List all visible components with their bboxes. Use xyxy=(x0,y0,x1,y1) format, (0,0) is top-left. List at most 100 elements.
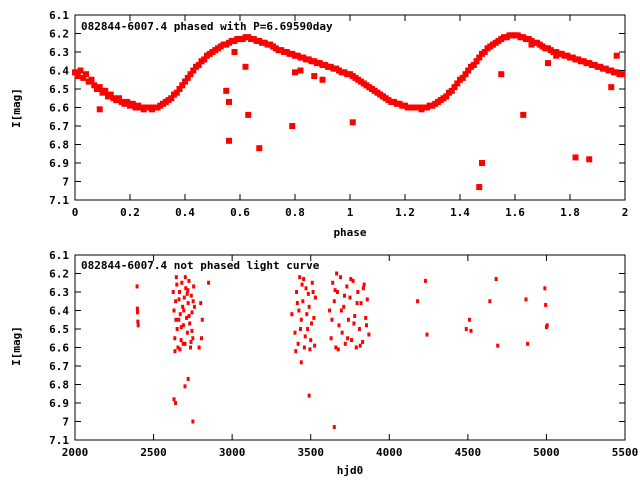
data-point xyxy=(464,327,468,331)
data-point xyxy=(136,323,140,328)
data-point xyxy=(342,304,346,309)
data-point xyxy=(346,336,350,341)
data-point xyxy=(361,339,365,344)
x-tick-label: 3500 xyxy=(297,446,324,459)
x-tick-label: 0.4 xyxy=(175,206,195,219)
data-point xyxy=(335,271,339,276)
y-tick-label: 6.8 xyxy=(49,139,69,152)
data-point xyxy=(494,277,498,282)
data-point xyxy=(351,278,355,283)
data-point xyxy=(129,100,136,107)
x-tick-label: 0 xyxy=(72,206,79,219)
data-point xyxy=(102,87,109,94)
data-point xyxy=(91,82,98,89)
data-point xyxy=(297,308,301,313)
data-point xyxy=(242,63,249,70)
data-point xyxy=(330,317,334,322)
data-point xyxy=(116,95,122,102)
plot-frame xyxy=(74,254,626,441)
x-tick-label: 1.2 xyxy=(395,206,415,219)
data-point xyxy=(175,327,179,331)
data-point xyxy=(307,304,311,309)
data-point xyxy=(290,312,294,317)
data-point xyxy=(295,290,299,294)
unphased-light-curve-panel: 082844-6007.4 not phased light curve hjd… xyxy=(10,249,638,477)
data-point xyxy=(207,280,211,285)
data-point xyxy=(256,145,263,152)
data-point xyxy=(179,338,183,343)
data-point xyxy=(182,78,188,85)
data-point xyxy=(186,288,190,293)
data-point xyxy=(297,67,304,74)
y-ticks: 6.1 6.2 6.3 6.4 6.5 6.6 6.7 6.8 6.9 7 7.1 xyxy=(49,249,625,447)
data-point xyxy=(331,280,335,285)
data-point xyxy=(339,308,343,313)
data-point xyxy=(181,304,185,309)
data-point xyxy=(308,347,312,352)
data-point xyxy=(188,321,192,326)
data-point xyxy=(465,67,472,74)
y-tick-label: 6.3 xyxy=(49,46,69,59)
data-point xyxy=(168,95,175,102)
x-tick-label: 1.8 xyxy=(560,206,580,219)
data-point xyxy=(358,343,362,348)
data-point xyxy=(355,301,359,306)
data-point xyxy=(526,341,530,346)
data-point xyxy=(172,397,176,402)
data-point xyxy=(296,341,300,346)
data-point xyxy=(356,290,360,294)
data-point xyxy=(200,317,204,322)
data-point xyxy=(333,288,337,293)
data-point xyxy=(313,343,317,348)
data-point xyxy=(352,321,356,326)
x-tick-label: 2000 xyxy=(62,446,89,459)
data-point xyxy=(192,304,196,309)
y-tick-label: 6.9 xyxy=(49,157,69,170)
data-point xyxy=(190,328,194,333)
y-tick-label: 6.4 xyxy=(49,305,69,318)
data-point xyxy=(304,286,308,291)
x-tick-label: 3000 xyxy=(219,446,246,459)
data-point xyxy=(423,278,427,283)
data-point xyxy=(174,317,178,322)
y-tick-label: 6.8 xyxy=(49,379,69,392)
phased-light-curve-panel: 082844-6007.4 phased with P=6.69590day p… xyxy=(10,9,628,239)
data-point xyxy=(476,184,483,191)
data-point xyxy=(187,314,191,319)
data-point xyxy=(337,323,341,328)
data-point xyxy=(619,71,626,78)
data-point xyxy=(184,74,191,81)
data-point xyxy=(107,91,114,98)
data-point xyxy=(83,71,89,78)
data-point xyxy=(301,299,305,304)
data-point xyxy=(183,275,187,280)
data-point xyxy=(306,327,310,331)
data-point xyxy=(289,123,296,129)
data-point xyxy=(476,54,483,61)
y-ticks: 6.1 6.2 6.3 6.4 6.5 6.6 6.7 6.8 6.9 7 7.1 xyxy=(49,9,625,207)
x-tick-label: 2500 xyxy=(140,446,167,459)
y-tick-label: 6.6 xyxy=(49,342,69,355)
x-axis-label: hjd0 xyxy=(337,464,364,477)
y-tick-label: 6.1 xyxy=(49,249,69,262)
data-point xyxy=(310,280,314,285)
x-tick-label: 1 xyxy=(347,206,354,219)
x-tick-label: 1.6 xyxy=(505,206,525,219)
data-point xyxy=(191,419,195,424)
x-tick-label: 1.4 xyxy=(450,206,470,219)
data-point xyxy=(187,278,191,283)
data-point xyxy=(345,284,349,289)
data-point xyxy=(72,69,78,76)
data-point xyxy=(171,290,175,294)
data-point xyxy=(361,286,365,291)
data-point xyxy=(199,301,203,306)
data-point xyxy=(479,160,485,166)
data-point xyxy=(182,295,186,300)
data-point xyxy=(359,301,363,306)
data-point xyxy=(179,325,183,330)
data-point xyxy=(470,61,477,68)
data-point xyxy=(182,308,186,313)
data-point xyxy=(183,384,187,389)
data-point xyxy=(124,98,131,105)
data-point xyxy=(178,290,181,294)
